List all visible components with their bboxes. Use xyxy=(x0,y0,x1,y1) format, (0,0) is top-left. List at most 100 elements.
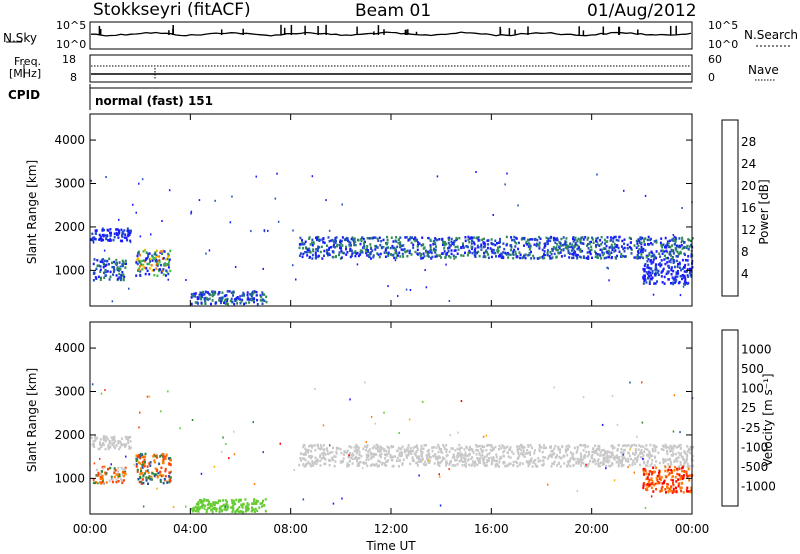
range-gate-cell xyxy=(582,255,585,258)
range-gate-cell xyxy=(416,448,419,451)
range-gate-cell xyxy=(503,446,506,449)
range-gate-cell xyxy=(585,450,588,454)
range-gate-cell xyxy=(432,249,435,252)
range-gate-cell xyxy=(643,473,646,476)
range-gate-cell xyxy=(569,457,572,460)
range-gate-cell xyxy=(500,252,503,255)
range-gate-cell xyxy=(620,252,623,256)
range-gate-cell xyxy=(101,474,104,478)
range-gate-cell xyxy=(345,237,348,241)
range-gate-cell xyxy=(200,294,203,297)
range-gate-cell xyxy=(118,261,121,264)
range-gate-cell xyxy=(648,484,651,487)
freq-frame xyxy=(89,54,693,83)
range-gate-cell xyxy=(190,293,193,296)
range-gate-cell xyxy=(199,291,202,294)
range-gate-cell xyxy=(551,249,554,252)
range-gate-cell xyxy=(348,445,351,448)
range-gate-cell xyxy=(668,239,671,242)
range-gate-cell xyxy=(361,236,363,239)
range-gate-cell xyxy=(128,287,130,290)
range-gate-cell xyxy=(627,466,629,469)
range-gate-cell xyxy=(319,250,322,254)
range-gate-cell xyxy=(543,444,545,447)
range-gate-cell xyxy=(117,440,120,443)
range-gate-cell xyxy=(460,254,463,257)
range-gate-cell xyxy=(458,236,461,240)
range-gate-cell xyxy=(655,241,658,244)
range-gate-cell xyxy=(437,451,440,454)
range-gate-cell xyxy=(153,459,156,462)
range-gate-cell xyxy=(672,444,675,448)
range-gate-cell xyxy=(480,245,483,248)
colorbar-tick-label: -100 xyxy=(741,440,768,454)
range-gate-cell xyxy=(405,288,408,291)
range-gate-cell xyxy=(474,247,477,250)
range-gate-cell xyxy=(427,237,429,240)
range-gate-cell xyxy=(414,445,417,449)
range-gate-cell xyxy=(423,463,426,467)
range-gate-cell xyxy=(359,249,362,252)
range-gate-cell xyxy=(684,258,687,262)
range-gate-cell xyxy=(642,454,645,457)
range-gate-cell xyxy=(224,298,227,301)
range-gate-cell xyxy=(348,463,351,467)
range-gate-cell xyxy=(684,253,686,257)
range-gate-cell xyxy=(387,246,389,249)
range-gate-cell xyxy=(361,251,364,254)
range-gate-cell xyxy=(322,454,325,457)
range-gate-cell xyxy=(640,241,643,245)
range-gate-cell xyxy=(589,251,591,254)
range-gate-cell xyxy=(508,462,511,465)
range-gate-cell xyxy=(162,461,165,465)
range-gate-cell xyxy=(99,473,102,476)
range-gate-cell xyxy=(471,448,474,451)
range-gate-cell xyxy=(366,455,369,459)
range-gate-cell xyxy=(673,260,676,263)
range-gate-cell xyxy=(612,240,615,243)
range-gate-cell xyxy=(613,446,616,449)
range-gate-cell xyxy=(661,249,664,252)
range-gate-cell xyxy=(466,446,469,450)
range-gate-cell xyxy=(610,236,612,239)
range-gate-cell xyxy=(437,463,439,466)
range-gate-cell xyxy=(477,250,480,254)
range-gate-cell xyxy=(309,455,312,459)
range-gate-cell xyxy=(667,265,670,268)
range-gate-cell xyxy=(678,237,681,240)
range-gate-cell xyxy=(383,462,386,465)
range-gate-cell xyxy=(165,262,168,266)
range-gate-cell xyxy=(405,250,408,253)
range-gate-cell xyxy=(226,500,228,504)
range-gate-cell xyxy=(527,462,530,466)
range-gate-cell xyxy=(159,473,162,476)
range-gate-cell xyxy=(477,239,480,242)
range-gate-cell xyxy=(109,445,112,449)
range-gate-cell xyxy=(139,260,142,264)
range-gate-cell xyxy=(562,236,565,239)
range-gate-cell xyxy=(650,478,653,481)
range-gate-cell xyxy=(468,463,471,467)
range-gate-cell xyxy=(190,507,193,511)
range-gate-cell xyxy=(138,259,141,263)
range-gate-cell xyxy=(244,301,247,305)
range-gate-cell xyxy=(636,240,639,244)
range-gate-cell xyxy=(661,489,664,492)
range-gate-cell xyxy=(551,256,554,259)
range-gate-cell xyxy=(630,252,633,255)
range-gate-cell xyxy=(394,259,397,262)
range-gate-cell xyxy=(262,499,264,503)
range-gate-cell xyxy=(637,250,639,253)
range-gate-cell xyxy=(456,462,459,466)
range-gate-cell xyxy=(166,257,169,261)
range-gate-cell xyxy=(571,256,574,260)
range-gate-cell xyxy=(309,444,312,448)
range-gate-cell xyxy=(146,262,149,266)
range-gate-cell xyxy=(322,241,325,244)
range-gate-cell xyxy=(429,246,432,249)
range-gate-cell xyxy=(595,245,598,249)
range-gate-cell xyxy=(376,447,379,450)
range-gate-cell xyxy=(231,510,234,513)
range-gate-cell xyxy=(683,280,686,283)
